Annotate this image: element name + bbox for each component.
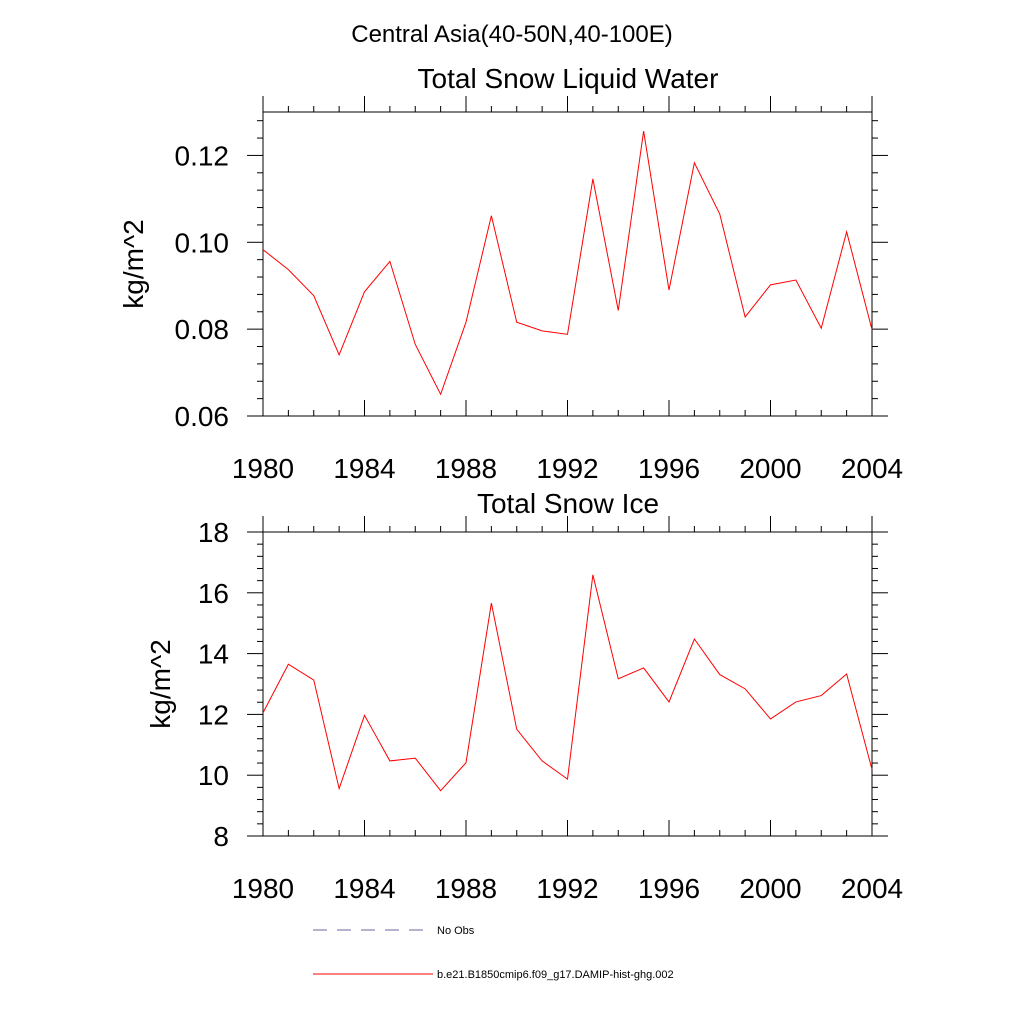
y-tick-label: 10 bbox=[198, 760, 229, 791]
y-tick-label: 0.08 bbox=[175, 314, 230, 345]
series-line bbox=[262, 131, 873, 396]
plot-frame bbox=[262, 531, 873, 837]
y-axis-label: kg/m^2 bbox=[145, 639, 176, 728]
panel-title: Total Snow Ice bbox=[477, 488, 659, 519]
y-tick-label: 14 bbox=[198, 639, 229, 670]
y-tick-label: 0.10 bbox=[175, 227, 230, 258]
legend-label-model: b.e21.B1850cmip6.f09_g17.DAMIP-hist-ghg.… bbox=[437, 969, 674, 981]
y-tick-label: 16 bbox=[198, 578, 229, 609]
figure-title: Central Asia(40-50N,40-100E) bbox=[351, 21, 673, 48]
x-tick-label: 1992 bbox=[536, 453, 598, 484]
y-tick-label: 0.06 bbox=[175, 401, 230, 432]
legend: No Obs b.e21.B1850cmip6.f09_g17.DAMIP-hi… bbox=[313, 925, 674, 981]
series-line bbox=[262, 574, 873, 792]
x-tick-label: 1984 bbox=[333, 453, 395, 484]
x-tick-label: 2004 bbox=[841, 873, 903, 904]
y-tick-label: 0.12 bbox=[175, 140, 230, 171]
x-tick-label: 1980 bbox=[232, 873, 294, 904]
x-tick-label: 1996 bbox=[638, 873, 700, 904]
x-tick-label: 1992 bbox=[536, 873, 598, 904]
x-tick-label: 2000 bbox=[739, 453, 801, 484]
panel-title: Total Snow Liquid Water bbox=[418, 63, 719, 94]
y-tick-label: 12 bbox=[198, 699, 229, 730]
y-axis-label: kg/m^2 bbox=[118, 219, 149, 308]
x-tick-label: 1988 bbox=[435, 453, 497, 484]
legend-label-no-obs: No Obs bbox=[437, 925, 475, 937]
panel-snow-ice: Total Snow Ice kg/m^2 1980 1984 1988 1992 19… bbox=[145, 488, 903, 904]
y-tick-label: 18 bbox=[198, 517, 229, 548]
x-tick-label: 2004 bbox=[841, 453, 903, 484]
x-tick-label: 1984 bbox=[333, 873, 395, 904]
x-tick-label: 2000 bbox=[739, 873, 801, 904]
y-tick-label: 8 bbox=[213, 821, 229, 852]
x-tick-label: 1996 bbox=[638, 453, 700, 484]
plot-frame bbox=[262, 111, 873, 417]
x-tick-label: 1988 bbox=[435, 873, 497, 904]
panel-snow-liquid-water: Total Snow Liquid Water kg/m^2 1980 1984 1… bbox=[118, 63, 903, 484]
x-tick-label: 1980 bbox=[232, 453, 294, 484]
